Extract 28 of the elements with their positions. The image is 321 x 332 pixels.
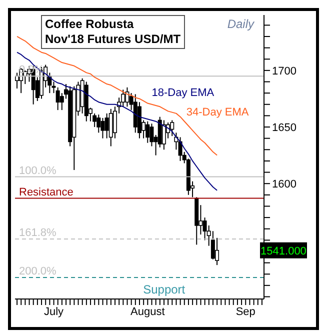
series-label: 18-Day EMA [152, 87, 215, 100]
y-tick-label: 1600 [272, 178, 296, 190]
annotation: 200.0% [19, 266, 57, 278]
candlestick [56, 86, 60, 111]
candlestick [178, 136, 182, 162]
series-label: 34-Day EMA [186, 106, 250, 118]
text: Nov'18 Futures USD/MT [45, 32, 181, 47]
candlestick [125, 86, 130, 108]
candlestick [104, 112, 109, 139]
annotation: Daily [227, 17, 254, 31]
x-tick-label: Sep [236, 306, 256, 318]
annotation: 1541.000 [260, 245, 306, 258]
annotation: 100.0% [19, 164, 57, 177]
annotation: 161.8% [19, 227, 57, 240]
y-tick-label: 1650 [272, 122, 296, 134]
candlestick [108, 108, 113, 147]
ref-line-label: Resistance [19, 186, 74, 198]
candlestick [146, 120, 150, 144]
y-tick-label: 1700 [272, 65, 296, 78]
chart-title: Coffee Robusta [45, 17, 135, 32]
annotation: Support [143, 282, 186, 296]
candlestick [162, 120, 166, 150]
candlestick [150, 123, 154, 147]
x-tick-label: July [44, 306, 64, 318]
candlestick [100, 117, 105, 139]
x-tick-label: August [130, 306, 165, 318]
annotation: 0.0% [19, 64, 44, 76]
candlestick [170, 120, 174, 137]
